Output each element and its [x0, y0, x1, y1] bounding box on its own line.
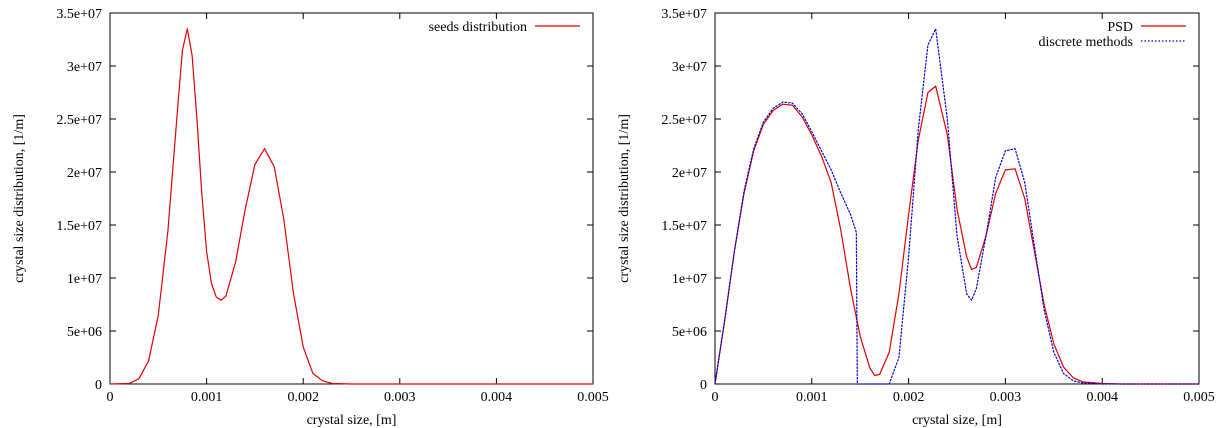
y-tick-label: 5e+06 — [672, 325, 707, 340]
legend-label-0: PSD — [1107, 20, 1133, 35]
y-tick-label: 1e+07 — [67, 272, 102, 287]
x-tick-label: 0.003 — [384, 390, 416, 405]
x-tick-label: 0.005 — [1183, 390, 1215, 405]
x-tick-label: 0.004 — [481, 390, 513, 405]
x-tick-label: 0.001 — [191, 390, 223, 405]
x-tick-label: 0.004 — [1086, 390, 1118, 405]
y-tick-label: 0 — [700, 378, 707, 393]
y-tick-label: 2e+07 — [672, 166, 707, 181]
legend-label-0: seeds distribution — [429, 20, 527, 35]
y-tick-label: 5e+06 — [67, 325, 102, 340]
y-tick-label: 1e+07 — [672, 272, 707, 287]
y-tick-label: 1.5e+07 — [56, 219, 102, 234]
y-tick-label: 3e+07 — [67, 60, 102, 75]
y-tick-label: 0 — [95, 378, 102, 393]
x-axis-label: crystal size, [m] — [912, 413, 1002, 428]
y-tick-label: 3.5e+07 — [56, 7, 102, 22]
x-tick-label: 0 — [107, 390, 114, 405]
x-tick-label: 0 — [712, 390, 719, 405]
y-axis-label: crystal size distribution, [1/m] — [617, 114, 632, 283]
y-axis-label: crystal size distribution, [1/m] — [12, 114, 27, 283]
chart-psd-comparison: 0 0.001 0.002 0.003 0.004 0.005 0 5e+06 1e+07 1.5… — [617, 7, 1215, 428]
legend-label-1: discrete methods — [1039, 35, 1133, 50]
y-tick-label: 3.5e+07 — [661, 7, 707, 22]
x-tick-label: 0.002 — [287, 390, 319, 405]
x-tick-label: 0.005 — [577, 390, 609, 405]
y-tick-label: 1.5e+07 — [661, 219, 707, 234]
x-tick-label: 0.001 — [796, 390, 828, 405]
y-tick-label: 2.5e+07 — [661, 113, 707, 128]
y-tick-label: 2e+07 — [67, 166, 102, 181]
chart-seeds-distribution: 0 0.001 0.002 0.003 0.004 0.005 0 5e+06 1e+07 1.5… — [12, 7, 609, 428]
x-tick-label: 0.002 — [893, 390, 925, 405]
plot-frame — [714, 12, 1200, 385]
x-tick-label: 0.003 — [990, 390, 1022, 405]
y-tick-label: 2.5e+07 — [56, 113, 102, 128]
series-line-0 — [109, 28, 594, 385]
y-tick-label: 3e+07 — [672, 60, 707, 75]
x-axis-label: crystal size, [m] — [307, 413, 397, 428]
plot-frame — [109, 12, 594, 385]
series-line-1 — [714, 28, 1200, 385]
